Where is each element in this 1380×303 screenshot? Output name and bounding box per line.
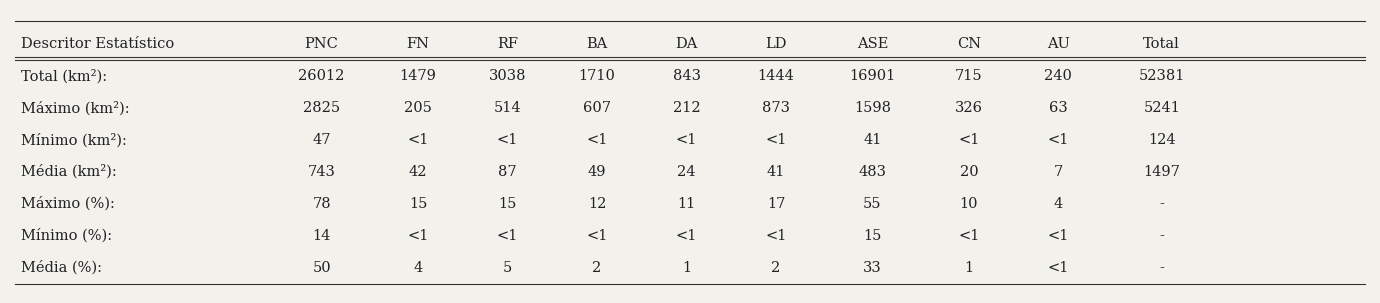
- Text: Máximo (km²):: Máximo (km²):: [21, 101, 130, 115]
- Text: 483: 483: [858, 165, 886, 179]
- Text: 5: 5: [502, 261, 512, 275]
- Text: 1: 1: [965, 261, 973, 275]
- Text: 49: 49: [588, 165, 606, 179]
- Text: 17: 17: [767, 197, 785, 211]
- Text: <1: <1: [497, 133, 519, 147]
- Text: <1: <1: [766, 133, 787, 147]
- Text: 205: 205: [404, 101, 432, 115]
- Text: 47: 47: [312, 133, 331, 147]
- Text: <1: <1: [1047, 133, 1070, 147]
- Text: <1: <1: [497, 229, 519, 243]
- Text: LD: LD: [766, 37, 787, 51]
- Text: 2: 2: [771, 261, 781, 275]
- Text: 12: 12: [588, 197, 606, 211]
- Text: DA: DA: [675, 37, 698, 51]
- Text: 2825: 2825: [304, 101, 339, 115]
- Text: 20: 20: [959, 165, 978, 179]
- Text: -: -: [1159, 229, 1165, 243]
- Text: 514: 514: [494, 101, 522, 115]
- Text: CN: CN: [956, 37, 981, 51]
- Text: 1479: 1479: [400, 69, 436, 83]
- Text: <1: <1: [586, 229, 607, 243]
- Text: 15: 15: [408, 197, 428, 211]
- Text: 212: 212: [672, 101, 701, 115]
- Text: ASE: ASE: [857, 37, 889, 51]
- Text: 873: 873: [762, 101, 791, 115]
- Text: 87: 87: [498, 165, 518, 179]
- Text: 15: 15: [498, 197, 516, 211]
- Text: 1598: 1598: [854, 101, 891, 115]
- Text: Média (km²):: Média (km²):: [21, 165, 116, 179]
- Text: 5241: 5241: [1143, 101, 1180, 115]
- Text: 33: 33: [862, 261, 882, 275]
- Text: 4: 4: [1054, 197, 1063, 211]
- Text: 1444: 1444: [758, 69, 795, 83]
- Text: 326: 326: [955, 101, 983, 115]
- Text: 843: 843: [672, 69, 701, 83]
- Text: 78: 78: [312, 197, 331, 211]
- Text: <1: <1: [1047, 261, 1070, 275]
- Text: 15: 15: [864, 229, 882, 243]
- Text: 7: 7: [1054, 165, 1063, 179]
- Text: <1: <1: [1047, 229, 1070, 243]
- Text: 607: 607: [582, 101, 611, 115]
- Text: <1: <1: [676, 229, 697, 243]
- Text: 1: 1: [682, 261, 691, 275]
- Text: <1: <1: [958, 133, 980, 147]
- Text: Máximo (%):: Máximo (%):: [21, 197, 115, 211]
- Text: 4: 4: [414, 261, 422, 275]
- Text: Total: Total: [1143, 37, 1180, 51]
- Text: FN: FN: [407, 37, 429, 51]
- Text: 240: 240: [1045, 69, 1072, 83]
- Text: Total (km²):: Total (km²):: [21, 69, 106, 83]
- Text: 715: 715: [955, 69, 983, 83]
- Text: RF: RF: [497, 37, 518, 51]
- Text: 11: 11: [678, 197, 696, 211]
- Text: 52381: 52381: [1138, 69, 1185, 83]
- Text: <1: <1: [407, 133, 429, 147]
- Text: -: -: [1159, 197, 1165, 211]
- Text: 14: 14: [312, 229, 331, 243]
- Text: 743: 743: [308, 165, 335, 179]
- Text: <1: <1: [407, 229, 429, 243]
- Text: 124: 124: [1148, 133, 1176, 147]
- Text: 10: 10: [959, 197, 978, 211]
- Text: 3038: 3038: [489, 69, 526, 83]
- Text: PNC: PNC: [305, 37, 338, 51]
- Text: Descritor Estatístico: Descritor Estatístico: [21, 37, 174, 51]
- Text: 2: 2: [592, 261, 602, 275]
- Text: 24: 24: [678, 165, 696, 179]
- Text: 41: 41: [864, 133, 882, 147]
- Text: 55: 55: [864, 197, 882, 211]
- Text: 16901: 16901: [849, 69, 896, 83]
- Text: 42: 42: [408, 165, 428, 179]
- Text: 50: 50: [312, 261, 331, 275]
- Text: BA: BA: [586, 37, 607, 51]
- Text: -: -: [1159, 261, 1165, 275]
- Text: <1: <1: [676, 133, 697, 147]
- Text: <1: <1: [958, 229, 980, 243]
- Text: Média (%):: Média (%):: [21, 261, 102, 275]
- Text: <1: <1: [766, 229, 787, 243]
- Text: 1497: 1497: [1143, 165, 1180, 179]
- Text: Mínimo (km²):: Mínimo (km²):: [21, 133, 127, 147]
- Text: 26012: 26012: [298, 69, 345, 83]
- Text: 41: 41: [767, 165, 785, 179]
- Text: 63: 63: [1049, 101, 1068, 115]
- Text: 1710: 1710: [578, 69, 615, 83]
- Text: Mínimo (%):: Mínimo (%):: [21, 228, 112, 243]
- Text: AU: AU: [1047, 37, 1070, 51]
- Text: <1: <1: [586, 133, 607, 147]
